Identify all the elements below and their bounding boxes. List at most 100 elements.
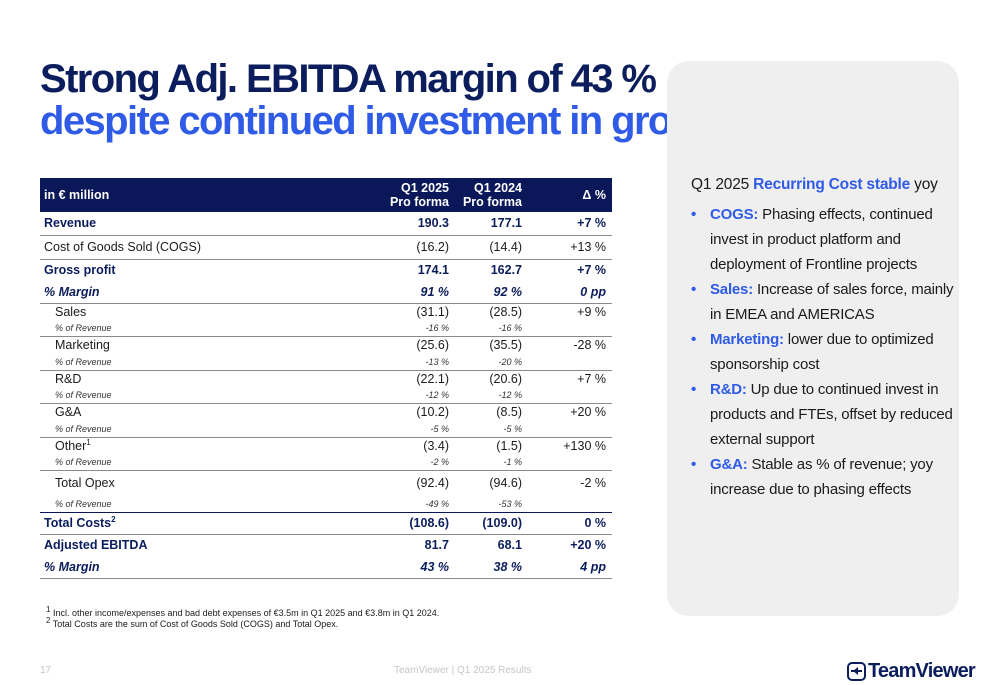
row-total-costs: Total Costs2 (108.6) (109.0) 0 % xyxy=(40,511,612,535)
cell-q1-2024: -53 % xyxy=(498,498,522,509)
row-sales: Sales (31.1) (28.5) +9 % xyxy=(40,302,612,321)
cell-q1-2024: -5 % xyxy=(503,423,522,434)
bullet-gna: • G&A: Stable as % of revenue; yoy increa… xyxy=(691,452,956,502)
row-other: Other1 (3.4) (1.5) +130 % xyxy=(40,436,612,455)
bullet-dot-icon: • xyxy=(691,456,697,473)
row-label: % of Revenue xyxy=(55,423,112,434)
title-line-1: Strong Adj. EBITDA margin of 43 % xyxy=(40,57,657,101)
header-q1-2025: Q1 2025 Pro forma xyxy=(380,178,455,212)
cell-q1-2024: -16 % xyxy=(498,323,522,333)
cell-q1-2024: (35.5) xyxy=(455,336,528,355)
cell-delta: +20 % xyxy=(528,403,612,422)
cell-q1-2024: (94.6) xyxy=(455,470,528,497)
cell-delta: +9 % xyxy=(528,302,612,321)
cell-delta: 4 pp xyxy=(528,557,612,579)
title-line-2: despite continued investment in growth xyxy=(40,99,736,143)
financial-table: in € million Q1 2025 Pro forma Q1 2024 Pro… xyxy=(40,178,612,579)
header-q1-2024: Q1 2024 Pro forma xyxy=(455,178,528,212)
cell-q1-2025: (31.1) xyxy=(380,302,455,321)
bullet-marketing: • Marketing: lower due to optimized spons… xyxy=(691,327,956,377)
cell-q1-2025: (22.1) xyxy=(380,369,455,388)
row-label: % Margin xyxy=(40,557,380,579)
cell-q1-2025: (16.2) xyxy=(380,235,455,260)
footnote-2: 2 Total Costs are the sum of Cost of Goo… xyxy=(46,616,339,630)
row-label: % Margin xyxy=(44,284,100,299)
cell-q1-2025: 91 % xyxy=(420,284,450,299)
cell-delta: +130 % xyxy=(528,436,612,455)
footnote-ref: 2 xyxy=(111,514,116,524)
commentary-panel: Q1 2025 Recurring Cost stable yoy • COGS:… xyxy=(667,61,959,616)
row-gna: G&A (10.2) (8.5) +20 % xyxy=(40,403,612,422)
header-label: in € million xyxy=(40,178,380,212)
cell-delta: -2 % xyxy=(528,470,612,497)
footnote-1: 1 Incl. other income/expenses and bad de… xyxy=(46,605,440,619)
cell-q1-2025: -2 % xyxy=(430,457,449,467)
table-header-row: in € million Q1 2025 Pro forma Q1 2024 Pro… xyxy=(40,178,612,212)
row-label: Total Costs2 xyxy=(40,511,380,535)
row-other-pct: % of Revenue -2 % -1 % xyxy=(40,455,612,471)
row-label: % of Revenue xyxy=(55,323,112,333)
bullet-dot-icon: • xyxy=(691,206,697,223)
cell-q1-2024: (8.5) xyxy=(455,403,528,422)
bullet-sales: • Sales: Increase of sales force, mainly … xyxy=(691,277,956,327)
cell-delta: 0 pp xyxy=(580,284,606,299)
row-marketing-pct: % of Revenue -13 % -20 % xyxy=(40,355,612,371)
cell-delta: +7 % xyxy=(528,212,612,236)
cell-q1-2024: 68.1 xyxy=(497,538,522,553)
row-label: % of Revenue xyxy=(55,498,112,509)
cell-q1-2025: -13 % xyxy=(425,356,449,367)
row-label: Marketing xyxy=(40,336,380,355)
cell-delta xyxy=(528,321,612,337)
cell-q1-2024: (1.5) xyxy=(455,436,528,455)
row-total-opex-pct: % of Revenue -49 % -53 % xyxy=(40,497,612,513)
cell-q1-2025: -5 % xyxy=(430,423,449,434)
cell-delta: -28 % xyxy=(528,336,612,355)
cell-delta xyxy=(528,497,612,513)
row-label: R&D xyxy=(40,369,380,388)
row-label: Other1 xyxy=(40,436,380,455)
row-sales-pct: % of Revenue -16 % -16 % xyxy=(40,321,612,337)
cell-q1-2024: (20.6) xyxy=(455,369,528,388)
row-revenue: Revenue 190.3 177.1 +7 % xyxy=(40,212,612,236)
cell-delta: +7 % xyxy=(528,369,612,388)
row-label: Revenue xyxy=(40,212,380,236)
header-delta: Δ % xyxy=(528,178,612,212)
cell-q1-2025: 174.1 xyxy=(417,263,449,278)
row-label: Sales xyxy=(40,302,380,321)
cell-delta: +13 % xyxy=(528,235,612,260)
cell-q1-2025: 190.3 xyxy=(380,212,455,236)
bullet-dot-icon: • xyxy=(691,281,697,298)
cell-q1-2025: -16 % xyxy=(425,323,449,333)
row-total-opex: Total Opex (92.4) (94.6) -2 % xyxy=(40,470,612,497)
cell-delta: +7 % xyxy=(577,263,606,278)
footer-text: TeamViewer | Q1 2025 Results xyxy=(394,665,532,676)
bullet-dot-icon: • xyxy=(691,381,697,398)
cell-q1-2025: (92.4) xyxy=(380,470,455,497)
cell-delta: 0 % xyxy=(528,511,612,535)
cell-q1-2024: (14.4) xyxy=(455,235,528,260)
cell-q1-2024: (109.0) xyxy=(455,511,528,535)
cell-q1-2024: (28.5) xyxy=(455,302,528,321)
cell-q1-2025: (10.2) xyxy=(380,403,455,422)
cell-q1-2025: 43 % xyxy=(380,557,455,579)
row-gross-margin: % Margin 91 % 92 % 0 pp xyxy=(40,282,612,303)
logo-wordmark: TeamViewer xyxy=(868,659,976,682)
panel-heading: Q1 2025 Recurring Cost stable yoy xyxy=(691,176,938,193)
row-rnd: R&D (22.1) (20.6) +7 % xyxy=(40,369,612,388)
cell-q1-2025: 81.7 xyxy=(424,538,449,553)
cell-q1-2025: (25.6) xyxy=(380,336,455,355)
teamviewer-logo: TeamViewer xyxy=(847,659,976,683)
row-label: G&A xyxy=(40,403,380,422)
cell-delta xyxy=(528,355,612,371)
cell-q1-2024: 92 % xyxy=(493,284,523,299)
cell-q1-2025: -49 % xyxy=(425,498,449,509)
row-label: Adjusted EBITDA xyxy=(44,538,148,553)
cell-q1-2024: 177.1 xyxy=(455,212,528,236)
row-marketing: Marketing (25.6) (35.5) -28 % xyxy=(40,336,612,355)
cell-delta xyxy=(528,422,612,438)
row-ebitda-margin: % Margin 43 % 38 % 4 pp xyxy=(40,557,612,579)
cell-delta xyxy=(528,388,612,404)
row-label: % of Revenue xyxy=(55,457,112,467)
cell-q1-2024: 162.7 xyxy=(490,263,522,278)
row-label: Cost of Goods Sold (COGS) xyxy=(40,235,380,260)
